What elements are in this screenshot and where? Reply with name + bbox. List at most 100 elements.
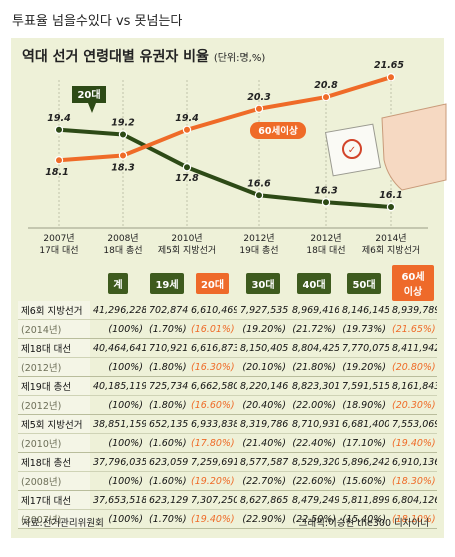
x-tick-label-year: 2008년: [107, 233, 138, 244]
voter-share-cell: (17.10%): [339, 433, 389, 453]
voter-count-cell: 8,710,931: [289, 414, 339, 434]
voter-share-cell: (19.73%): [339, 319, 389, 339]
table-header-row: 계 19세 20대 30대 40대 50대 60세이상: [18, 265, 437, 301]
table-header-label: 40대: [297, 272, 331, 294]
row-election-name: 제5회 지방선거: [18, 414, 90, 434]
voter-count-cell: 8,161,843: [389, 376, 437, 396]
row-election-name: 제18대 대선: [18, 338, 90, 358]
headline: 투표율 넘을수있다 vs 못넘는다: [12, 14, 183, 29]
voter-share-cell: (100%): [90, 357, 146, 377]
voter-count-cell: 7,927,535: [237, 301, 289, 320]
voter-share-cell: (1.60%): [146, 471, 188, 491]
voter-share-cell: (16.01%): [188, 319, 237, 339]
series-20s-point: [254, 191, 264, 200]
credit-note: 그래픽:이승현 the300 디자이너: [298, 518, 429, 529]
table-row: (2008년) (100%) (1.60%) (19.20%) (22.70%) (22.…: [18, 471, 437, 491]
row-election-year: (2008년): [18, 471, 90, 491]
data-label-20s: 19.4: [47, 113, 71, 124]
voter-count-cell: 6,804,126: [389, 490, 437, 510]
table-row: (2012년) (100%) (1.80%) (16.60%) (20.40%) (22.…: [18, 395, 437, 415]
voter-share-cell: (22.50%): [289, 509, 339, 529]
voter-count-cell: 8,823,301: [289, 376, 339, 396]
voter-count-cell: 710,921: [146, 338, 188, 358]
voter-count-cell: 37,653,518: [90, 490, 146, 510]
voter-count-cell: 623,059: [146, 452, 188, 472]
voter-count-cell: 8,804,425: [289, 338, 339, 358]
row-election-name: 제19대 총선: [18, 376, 90, 396]
voter-share-cell: (100%): [90, 395, 146, 415]
table-header-label: 60세이상: [392, 265, 434, 301]
voter-share-cell: (20.40%): [237, 395, 289, 415]
data-label-20s: 16.1: [379, 190, 402, 201]
series-60plus-line: [58, 75, 392, 163]
voter-share-cell: (17.80%): [188, 433, 237, 453]
voter-share-cell: (19.20%): [237, 319, 289, 339]
voter-share-cell: (1.80%): [146, 357, 188, 377]
table-row: (2007년) (100%) (1.70%) (19.40%) (22.90%) (22.…: [18, 509, 437, 529]
series-60plus-point: [118, 151, 128, 160]
callout-20s-box: [72, 86, 106, 113]
voter-count-cell: 7,770,075: [339, 338, 389, 358]
series-60plus-point: [321, 92, 331, 102]
x-tick-label-election: 18대 총선: [103, 245, 142, 256]
x-tick-label-election: 19대 총선: [239, 245, 278, 256]
voter-count-cell: 6,910,136: [389, 452, 437, 472]
data-label-60plus: 21.65: [374, 60, 404, 71]
data-label-20s: 16.3: [314, 185, 338, 196]
callout-60plus-text: 60세이상: [258, 125, 298, 137]
voter-count-cell: 623,129: [146, 490, 188, 510]
data-label-20s: 16.6: [247, 178, 271, 189]
x-tick-label-year: 2012년: [310, 233, 341, 244]
row-election-year: (2012년): [18, 395, 90, 415]
voter-count-cell: 6,616,873: [188, 338, 237, 358]
voter-share-cell: (21.40%): [237, 433, 289, 453]
callout-60plus-box: [250, 122, 306, 139]
voter-share-cell: (18.10%): [389, 509, 437, 529]
voter-share-cell: (22.70%): [237, 471, 289, 491]
chart-title-text: 역대 선거 연령대별 유권자 비율: [22, 49, 209, 65]
table-header-cell: 30대: [237, 265, 289, 301]
voter-share-cell: (19.40%): [389, 433, 437, 453]
voter-count-cell: 652,135: [146, 414, 188, 434]
series-20s-point: [118, 130, 128, 139]
voter-count-cell: 8,529,320: [289, 452, 339, 472]
chart-title: 역대 선거 연령대별 유권자 비율 (단위:명,%): [22, 46, 265, 66]
voter-share-cell: (20.80%): [389, 357, 437, 377]
voter-count-cell: 8,150,405: [237, 338, 289, 358]
voter-count-cell: 6,610,469: [188, 301, 237, 320]
data-label-60plus: 18.3: [111, 163, 135, 174]
x-tick-label-election: 제5회 지방선거: [158, 245, 216, 256]
table-header-cell: 60세이상: [389, 265, 437, 301]
voter-table: 계 19세 20대 30대 40대 50대 60세이상 제6회 지방선거 41,296,228…: [18, 265, 437, 529]
voter-share-cell: (22.00%): [289, 395, 339, 415]
voter-share-cell: (100%): [90, 509, 146, 529]
voter-count-cell: 8,146,145: [339, 301, 389, 320]
x-tick-label-year: 2014년: [375, 233, 406, 244]
ballot-paper: [324, 123, 382, 177]
voter-share-cell: (21.65%): [389, 319, 437, 339]
data-label-60plus: 20.8: [314, 80, 338, 91]
voter-share-cell: (19.40%): [188, 509, 237, 529]
voter-count-cell: 8,627,865: [237, 490, 289, 510]
voter-share-cell: (15.60%): [339, 471, 389, 491]
series-20s-point: [321, 198, 331, 207]
voter-share-cell: (1.80%): [146, 395, 188, 415]
x-tick-label-year: 2012년: [243, 233, 274, 244]
voter-count-cell: 5,811,899: [339, 490, 389, 510]
row-election-year: (2012년): [18, 357, 90, 377]
table-header-label: 50대: [347, 272, 381, 294]
voter-share-cell: (15.40%): [339, 509, 389, 529]
voter-count-cell: 725,734: [146, 376, 188, 396]
data-label-60plus: 20.3: [247, 92, 271, 103]
voter-count-cell: 7,259,691: [188, 452, 237, 472]
voter-share-cell: (22.40%): [289, 433, 339, 453]
table-row: 제19대 총선 40,185,119 725,734 6,662,580 8,220,1…: [18, 376, 437, 396]
voter-count-cell: 6,662,580: [188, 376, 237, 396]
table-row: 제6회 지방선거 41,296,228 702,874 6,610,469 7,927,…: [18, 301, 437, 320]
voter-share-cell: (16.60%): [188, 395, 237, 415]
voter-share-cell: (18.90%): [339, 395, 389, 415]
series-20s-line: [58, 127, 392, 209]
series-20s-point: [54, 125, 64, 135]
series-60plus-point: [254, 104, 264, 113]
table-row: 제18대 총선 37,796,035 623,059 7,259,691 8,577,5…: [18, 452, 437, 472]
